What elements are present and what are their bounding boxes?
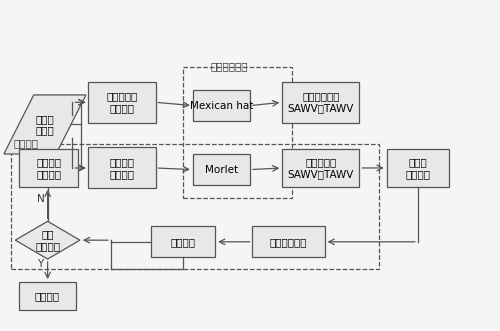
- FancyBboxPatch shape: [282, 82, 360, 123]
- Text: 已知地物的
SAWV、TAWV: 已知地物的 SAWV、TAWV: [288, 157, 354, 179]
- Text: 补充已知
地物类型: 补充已知 地物类型: [36, 157, 61, 179]
- Bar: [12, 144, 380, 269]
- Text: 分类结果: 分类结果: [35, 291, 60, 301]
- Text: N: N: [37, 194, 45, 204]
- Text: 影像分类: 影像分类: [170, 237, 196, 247]
- Text: 最适宜
分类区间: 最适宜 分类区间: [406, 157, 430, 179]
- FancyBboxPatch shape: [386, 149, 449, 187]
- Text: Y: Y: [37, 259, 44, 269]
- FancyBboxPatch shape: [19, 149, 78, 187]
- Text: 待分类像元的
SAWV、TAWV: 待分类像元的 SAWV、TAWV: [288, 91, 354, 113]
- Text: Morlet: Morlet: [205, 165, 238, 175]
- Polygon shape: [16, 221, 80, 259]
- Text: 分类流程: 分类流程: [14, 138, 39, 149]
- FancyBboxPatch shape: [193, 90, 250, 121]
- Text: 待分类像元
原始图谱: 待分类像元 原始图谱: [106, 91, 138, 113]
- Bar: [183, 67, 292, 198]
- Text: Mexican hat: Mexican hat: [190, 101, 253, 111]
- FancyBboxPatch shape: [193, 154, 250, 185]
- FancyBboxPatch shape: [88, 147, 156, 188]
- FancyBboxPatch shape: [252, 226, 324, 258]
- Polygon shape: [4, 95, 86, 154]
- Text: 已知地物
原始图谱: 已知地物 原始图谱: [110, 157, 134, 179]
- FancyBboxPatch shape: [88, 82, 156, 123]
- Text: 获得
分类结果: 获得 分类结果: [35, 229, 60, 251]
- Text: 时序遥
感影像: 时序遥 感影像: [36, 114, 54, 135]
- Text: 综合判别体系: 综合判别体系: [270, 237, 308, 247]
- Text: 连续小波变换: 连续小波变换: [210, 61, 248, 71]
- FancyBboxPatch shape: [282, 149, 360, 187]
- FancyBboxPatch shape: [19, 282, 76, 310]
- FancyBboxPatch shape: [150, 226, 215, 258]
